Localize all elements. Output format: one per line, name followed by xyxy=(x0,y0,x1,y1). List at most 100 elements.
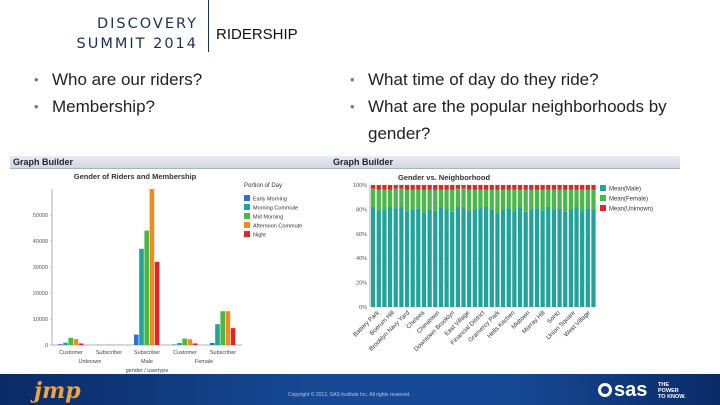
logo-divider xyxy=(208,0,209,52)
y-tick-label: 80% xyxy=(356,207,367,213)
y-tick-label: 100% xyxy=(353,183,367,189)
jmp-logo: jmp xyxy=(34,378,81,404)
bar-female xyxy=(461,188,466,209)
bar-unknown xyxy=(371,185,376,189)
bar-unknown xyxy=(438,185,444,190)
bar-female xyxy=(523,189,528,212)
y-tick-label: 40000 xyxy=(33,239,48,245)
chart-title: Gender of Riders and Membership xyxy=(74,172,197,181)
legend-label: Mean(Male) xyxy=(609,187,641,193)
bar-male xyxy=(568,209,573,307)
bar-male xyxy=(585,208,590,307)
bar-male xyxy=(534,208,540,307)
x-axis-title: gender / usertype xyxy=(126,368,169,373)
bar xyxy=(192,343,198,345)
tagline-line: TO KNOW. xyxy=(658,394,686,400)
bar-female xyxy=(500,189,506,210)
bar-unknown xyxy=(410,185,415,190)
bar xyxy=(187,339,193,345)
bar-male xyxy=(580,210,585,307)
legend-swatch xyxy=(600,195,606,201)
bar-male xyxy=(438,206,444,307)
bar xyxy=(172,344,177,345)
bar-unknown xyxy=(529,185,534,190)
left-graph-builder-panel: Graph Builder Gender of Riders and Membe… xyxy=(10,156,330,374)
bar-male xyxy=(517,206,523,307)
bar-female xyxy=(387,189,393,207)
bar xyxy=(73,339,79,345)
bar-male xyxy=(546,206,551,307)
slide-title: RIDERSHIP xyxy=(216,26,298,43)
bar-female xyxy=(421,189,427,214)
y-tick-label: 50000 xyxy=(33,213,48,219)
bar-male xyxy=(376,210,381,307)
bullet-item: What time of day do they ride? xyxy=(348,66,678,93)
graph-builder-toolbar[interactable]: Graph Builder xyxy=(10,156,330,169)
bar-female xyxy=(427,189,432,210)
bar-unknown xyxy=(591,185,596,190)
bar-unknown xyxy=(534,185,540,190)
footer-bar: jmp Copyright © 2012, SAS Institute Inc.… xyxy=(0,374,720,405)
bar-unknown xyxy=(574,185,579,190)
legend-label: Mean(Unknown) xyxy=(609,207,653,213)
legend-label: Night xyxy=(253,233,266,239)
bar-unknown xyxy=(546,185,551,190)
x-tick-label: Subscriber xyxy=(96,350,122,356)
bar-male xyxy=(540,210,545,307)
bar-male xyxy=(416,208,421,307)
bar-female xyxy=(489,189,494,210)
bar xyxy=(154,261,160,345)
bar xyxy=(177,342,182,345)
bar-male xyxy=(591,209,596,307)
legend-label: Afternoon Commute xyxy=(253,224,302,230)
bar-unknown xyxy=(455,185,460,189)
bar-unknown xyxy=(450,185,455,190)
bar-male xyxy=(455,206,460,307)
legend-swatch xyxy=(244,204,250,210)
bar-male xyxy=(574,206,579,307)
bar-male xyxy=(404,211,410,307)
y-tick-label: 30000 xyxy=(33,265,48,271)
bar-unknown xyxy=(433,185,438,190)
bar-male xyxy=(563,211,568,307)
bar-unknown xyxy=(393,185,398,189)
bar xyxy=(230,328,236,345)
bar-male xyxy=(450,211,455,307)
y-tick-label: 60% xyxy=(356,232,367,238)
bar xyxy=(139,248,144,345)
bar-female xyxy=(495,189,500,214)
bar-male xyxy=(523,211,528,307)
bar-male xyxy=(484,206,489,307)
y-tick-label: 0% xyxy=(359,305,367,311)
tagline-line: POWER xyxy=(658,388,679,394)
bar xyxy=(210,342,215,345)
bar-female xyxy=(478,189,483,209)
bar-female xyxy=(416,189,421,209)
graph-builder-toolbar[interactable]: Graph Builder xyxy=(330,156,680,169)
copyright-text: Copyright © 2012, SAS Institute Inc. All… xyxy=(288,392,411,398)
bar-male xyxy=(472,209,477,307)
neighborhood-stacked-chart: Gender vs. Neighborhood 0% 20% 40% 60% 80% 100… xyxy=(352,173,653,353)
bar-unknown xyxy=(523,185,528,190)
legend-swatch xyxy=(244,213,250,219)
bar-male xyxy=(371,206,376,307)
x-tick-label: Customer xyxy=(173,350,197,356)
bar-male xyxy=(399,206,404,307)
group-label: Unknown xyxy=(79,359,102,365)
bar-female xyxy=(382,189,387,210)
bar-female xyxy=(585,189,590,209)
bar-unknown xyxy=(506,185,511,190)
bar-unknown xyxy=(467,185,472,190)
membership-bar-chart: Gender of Riders and Membership 0 10000 200… xyxy=(33,172,303,374)
bar-male xyxy=(421,213,427,307)
bar-female xyxy=(444,189,449,210)
logo-line-2: SUMMIT 2014 xyxy=(76,36,198,52)
bar-male xyxy=(444,209,449,307)
bar-male xyxy=(467,210,472,307)
bar-unknown xyxy=(580,185,585,190)
discovery-summit-logo: DISCOVERY SUMMIT 2014 xyxy=(62,14,198,54)
bar-unknown xyxy=(568,185,573,190)
bar-unknown xyxy=(585,185,590,190)
bar-female xyxy=(371,188,376,207)
legend-title: Portion of Day xyxy=(244,183,282,189)
